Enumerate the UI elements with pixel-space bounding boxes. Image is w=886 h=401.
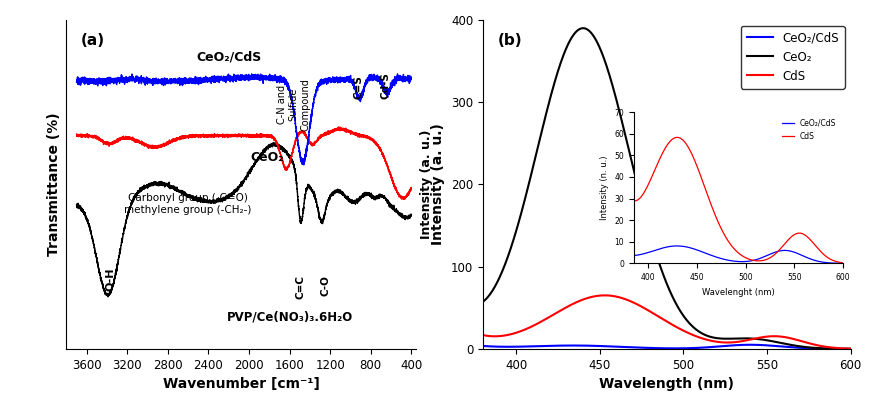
CdS (500, 333, 510, 338)
Text: C-O: C-O (320, 275, 330, 296)
X-axis label: Wavelength (nm): Wavelength (nm) (599, 377, 734, 391)
Y-axis label: Intensity (a. u.): Intensity (a. u.) (431, 124, 446, 245)
Text: C=S: C=S (354, 75, 363, 99)
CeO₂/CdS (701, 345, 711, 350)
Text: CeO₂/CdS: CeO₂/CdS (196, 51, 261, 64)
CeO₂ (500, 261, 510, 266)
CdS (478, 333, 488, 338)
Text: C-N and
Sulfide
Compound: C-N and Sulfide Compound (277, 78, 310, 131)
CeO₂/CdS (845, 346, 856, 351)
CdS (600, 293, 610, 298)
Line: CdS: CdS (483, 296, 851, 348)
CeO₂ (692, 328, 703, 332)
CeO₂ (578, 26, 588, 30)
Text: C=C: C=C (296, 275, 306, 299)
CeO₂/CdS (478, 344, 488, 348)
Text: CeO₂: CeO₂ (251, 151, 284, 164)
Line: CeO₂: CeO₂ (483, 28, 851, 349)
Text: (b): (b) (498, 33, 522, 48)
CeO₂ (478, 300, 488, 304)
CdS (795, 338, 805, 343)
CeO₂/CdS (500, 344, 510, 349)
CeO₂ (757, 337, 767, 342)
CdS (692, 334, 703, 339)
Y-axis label: Transmittance (%): Transmittance (%) (47, 113, 61, 256)
CeO₂/CdS (795, 345, 805, 350)
Text: Intensity (a. u.): Intensity (a. u.) (420, 130, 433, 239)
CeO₂ (701, 333, 711, 338)
Text: Cd-S: Cd-S (380, 73, 391, 99)
CeO₂ (845, 346, 856, 351)
CdS (757, 335, 767, 340)
CeO₂/CdS (757, 343, 767, 348)
CdS (712, 340, 723, 344)
CeO₂ (712, 336, 723, 340)
Text: PVP/Ce(NO₃)₃.6H₂O: PVP/Ce(NO₃)₃.6H₂O (227, 311, 353, 324)
CeO₂/CdS (745, 342, 756, 347)
Text: (a): (a) (81, 33, 105, 48)
Line: CeO₂/CdS: CeO₂/CdS (483, 345, 851, 349)
Text: Carbonyl group (-C=O)
methylene group (-CH₂-): Carbonyl group (-C=O) methylene group (-… (125, 193, 252, 215)
CeO₂/CdS (711, 344, 722, 349)
X-axis label: Wavenumber [cm⁻¹]: Wavenumber [cm⁻¹] (163, 377, 320, 391)
Legend: CeO₂/CdS, CeO₂, CdS: CeO₂/CdS, CeO₂, CdS (741, 26, 844, 89)
Text: O-H: O-H (105, 267, 115, 291)
CeO₂ (795, 344, 805, 349)
CdS (701, 337, 711, 342)
CdS (845, 346, 856, 351)
CeO₂/CdS (691, 346, 702, 350)
